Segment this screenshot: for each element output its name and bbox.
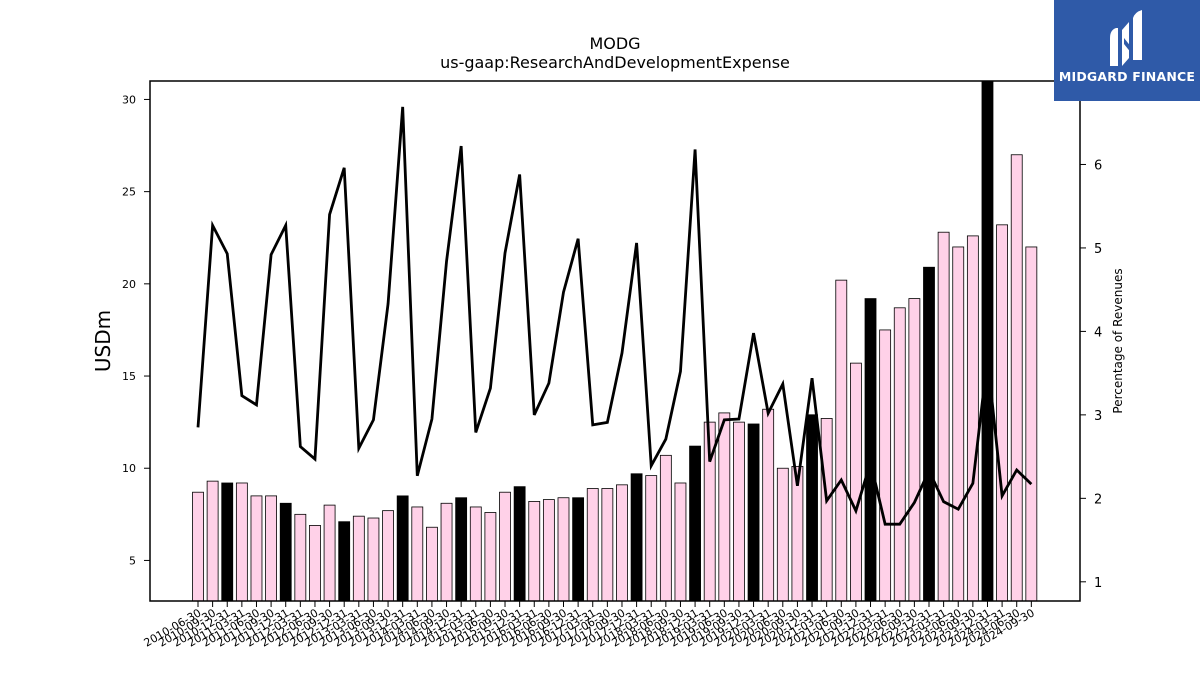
- left-tick-label: 5: [129, 554, 136, 567]
- bar: [1010, 154, 1023, 602]
- right-tick-label: 6: [1094, 158, 1102, 173]
- right-axis-label: Percentage of Revenues: [1111, 268, 1125, 413]
- bar: [981, 80, 994, 602]
- x-axis: 2010-06-302010-09-302010-12-312011-03-31…: [142, 601, 1037, 650]
- left-axis-label: USDm: [91, 310, 115, 372]
- right-tick-label: 3: [1094, 409, 1102, 424]
- bar: [426, 526, 438, 602]
- chart-title: MODG: [589, 34, 640, 53]
- brand-logo: MIDGARD FINANCE: [1054, 0, 1200, 101]
- bar: [499, 491, 511, 602]
- right-tick-label: 5: [1094, 242, 1102, 257]
- bar: [762, 408, 775, 602]
- bar: [850, 362, 862, 602]
- right-tick-label: 2: [1094, 492, 1102, 507]
- bar: [338, 521, 351, 602]
- bar: [689, 445, 701, 602]
- bar: [937, 231, 950, 602]
- line-series: [196, 106, 1033, 526]
- left-tick-label: 15: [122, 370, 136, 383]
- bar: [382, 510, 394, 602]
- bar-series: [192, 80, 1038, 602]
- bar: [352, 515, 365, 602]
- bar: [996, 224, 1008, 602]
- bar: [630, 473, 643, 602]
- bar: [221, 482, 234, 602]
- left-axis: 5 10 15 20 25 30: [122, 93, 150, 567]
- right-tick-label: 1: [1094, 576, 1102, 591]
- bar: [323, 504, 336, 602]
- bar: [513, 486, 526, 602]
- bar: [411, 506, 424, 602]
- midgard-logo-icon: [1110, 10, 1142, 66]
- bar: [528, 501, 541, 602]
- right-tick-label: 4: [1094, 325, 1102, 340]
- bar: [557, 497, 570, 602]
- bar: [484, 512, 497, 602]
- left-tick-label: 30: [122, 93, 136, 106]
- bar: [864, 298, 877, 602]
- bar: [309, 525, 321, 602]
- bar: [718, 412, 731, 602]
- bar: [396, 495, 409, 602]
- bar: [791, 465, 804, 602]
- chart-subtitle: us-gaap:ResearchAndDevelopmentExpense: [440, 53, 790, 72]
- bar: [455, 497, 468, 602]
- bar: [923, 266, 935, 602]
- bar: [469, 506, 482, 602]
- bar: [893, 307, 906, 602]
- bar: [616, 484, 628, 602]
- bar: [747, 423, 760, 602]
- bar: [542, 499, 555, 602]
- bar: [733, 421, 745, 602]
- bar: [279, 502, 292, 602]
- bar: [294, 513, 307, 602]
- bar: [835, 279, 848, 602]
- bar: [776, 467, 789, 602]
- bar: [966, 235, 979, 602]
- bar: [645, 475, 658, 602]
- bar: [572, 497, 585, 602]
- bar: [235, 482, 248, 602]
- bar: [265, 495, 278, 602]
- bar: [659, 454, 672, 602]
- bar: [206, 480, 219, 602]
- plot-frame: [149, 80, 1081, 602]
- right-axis: 1 2 3 4 5 6: [1080, 158, 1102, 591]
- left-tick-label: 25: [122, 186, 136, 199]
- bar: [250, 495, 263, 602]
- bar: [192, 491, 204, 602]
- bar: [440, 502, 453, 602]
- bar: [586, 488, 599, 602]
- brand-name: MIDGARD FINANCE: [1058, 69, 1196, 84]
- bar: [952, 246, 965, 602]
- bar: [820, 418, 833, 602]
- revenue-percentage-line: [196, 106, 1033, 526]
- left-tick-label: 20: [122, 278, 136, 291]
- bar: [367, 517, 380, 602]
- bar: [601, 488, 614, 602]
- bar: [1025, 246, 1038, 602]
- bar: [674, 482, 687, 602]
- bar: [879, 329, 892, 602]
- bar: [908, 298, 921, 602]
- left-tick-label: 10: [122, 462, 136, 475]
- bar: [806, 414, 818, 602]
